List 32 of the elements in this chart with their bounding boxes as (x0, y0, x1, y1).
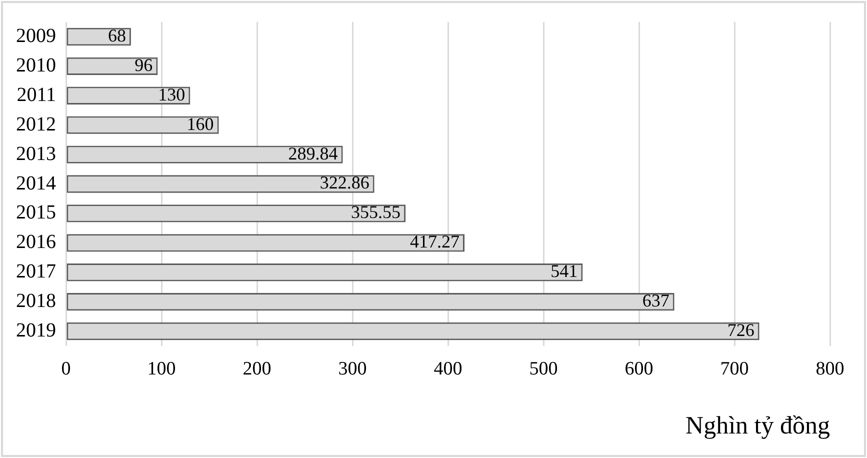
x-tick-label: 700 (720, 358, 749, 380)
y-tick-label: 2011 (16, 84, 56, 106)
data-label: 160 (186, 114, 214, 134)
x-tick-label: 0 (61, 358, 71, 380)
x-tick-label: 800 (816, 358, 844, 380)
y-tick-label: 2013 (16, 142, 56, 165)
data-label: 417.27 (410, 232, 460, 252)
x-tick-label: 100 (147, 358, 176, 380)
y-tick-label: 2019 (16, 320, 56, 342)
x-tick-label: 500 (529, 358, 558, 380)
y-tick-label: 2009 (16, 24, 56, 47)
data-label: 289.84 (288, 143, 338, 164)
data-label: 726 (727, 320, 754, 340)
y-tick-label: 2016 (16, 231, 56, 254)
y-tick-label: 2015 (16, 202, 56, 224)
data-label: 541 (550, 261, 578, 282)
x-tick-label: 600 (624, 358, 654, 380)
y-tick-label: 2017 (16, 260, 56, 283)
data-label: 130 (158, 84, 186, 104)
data-label: 96 (134, 54, 153, 75)
y-tick-label: 2012 (16, 113, 56, 136)
y-tick-label: 2018 (16, 290, 56, 312)
y-tick-label: 2010 (16, 54, 56, 76)
x-tick-label: 200 (242, 358, 272, 380)
x-tick-label: 300 (338, 358, 367, 380)
data-label: 322.86 (320, 172, 370, 193)
y-tick-label: 2014 (16, 172, 56, 194)
data-label: 637 (642, 290, 670, 311)
x-axis-title: Nghìn tỷ đồng (686, 412, 830, 440)
data-label: 68 (108, 25, 126, 46)
x-tick-label: 400 (434, 358, 462, 380)
data-label: 355.55 (351, 202, 401, 222)
